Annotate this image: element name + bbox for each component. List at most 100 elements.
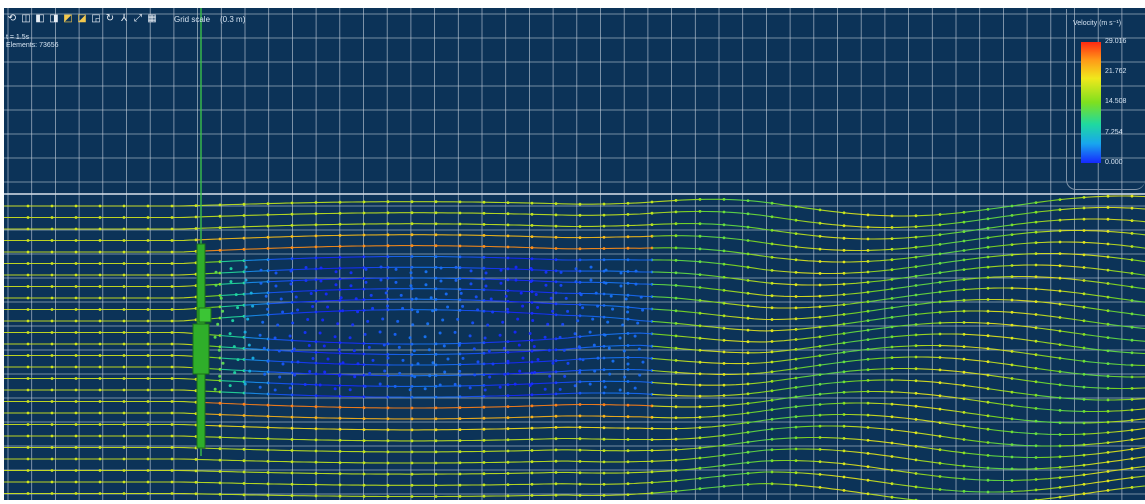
recirculation-vector (411, 323, 415, 327)
streamline-segment (843, 358, 869, 363)
view-iso-icon[interactable]: ⟲ (7, 13, 17, 24)
grid-scale-label[interactable]: Grid scale (174, 14, 211, 24)
streamline-segment (891, 429, 917, 434)
streamline-segment (987, 264, 1013, 268)
streamline-segment (747, 471, 772, 474)
recirculation-vector (231, 319, 235, 323)
streamline-segment (939, 221, 965, 226)
recirculation-vector (229, 267, 233, 271)
streamline-segment (603, 344, 629, 347)
streamline-segment (771, 471, 797, 474)
blade-model[interactable] (192, 8, 212, 456)
streamline-segment (963, 227, 989, 233)
streamline-segment (675, 247, 701, 250)
recirculation-vector (546, 322, 550, 326)
streamline-segment (1035, 456, 1061, 459)
streamline-segment (988, 490, 1013, 493)
streamline-segment (1083, 451, 1109, 456)
flow-arrow-marker (986, 226, 990, 230)
recirculation-vector (459, 291, 463, 295)
streamline-segment (459, 309, 485, 312)
recirculation-vector (281, 310, 285, 314)
streamline-segment (1083, 206, 1108, 209)
streamline-segment (651, 381, 677, 385)
streamline-segment (723, 402, 749, 407)
recirculation-vector (213, 335, 217, 339)
streamline-segment (651, 308, 677, 312)
streamline-segment (243, 414, 269, 417)
streamline-segment (243, 236, 269, 239)
streamline-segment (819, 361, 845, 366)
streamline-segment (987, 335, 1013, 339)
streamline-segment (843, 320, 869, 325)
streamline-segment (699, 274, 725, 278)
streamline-segment (172, 446, 197, 449)
streamline-segment (915, 322, 941, 326)
flow-arrow-marker (218, 248, 222, 252)
streamline-segment (291, 394, 317, 397)
streamline-segment (795, 246, 821, 250)
streamline-segment (867, 269, 893, 273)
streamline-segment (723, 422, 749, 427)
rotate-icon[interactable]: ↻ (105, 13, 115, 24)
streamline-segment (291, 235, 317, 238)
streamline-segment (675, 198, 701, 201)
recirculation-vector (394, 280, 398, 284)
streamline-segment (819, 448, 845, 452)
streamline-segment (795, 336, 821, 341)
recirculation-vector (293, 373, 297, 377)
recirculation-vector (491, 362, 495, 366)
view-right-icon[interactable]: ◩ (63, 13, 73, 24)
recirculation-vector (533, 371, 537, 375)
streamline-segment (819, 402, 845, 406)
view-left-icon[interactable]: ◨ (49, 13, 59, 24)
streamline-segment (1131, 485, 1145, 488)
streamline-segment (1083, 320, 1109, 325)
streamline-segment (219, 293, 245, 297)
recirculation-vector (243, 330, 247, 334)
streamline-segment (267, 213, 293, 216)
recirculation-vector (303, 382, 307, 386)
recirculation-vector (348, 336, 352, 340)
view-top-icon[interactable]: ◪ (77, 13, 87, 24)
streamline-segment (867, 288, 893, 293)
streamline-segment (675, 284, 701, 289)
streamline-segment (747, 239, 773, 245)
streamline-segment (1059, 444, 1085, 447)
streamline-segment (1011, 489, 1037, 493)
measure-icon[interactable]: ⤢ (134, 13, 142, 24)
streamline-segment (987, 428, 1013, 433)
streamline-segment (1107, 282, 1133, 288)
streamline-segment (172, 227, 197, 230)
view-bottom-icon[interactable]: ◲ (91, 13, 101, 24)
recirculation-vector (483, 388, 487, 392)
streamline-segment (771, 202, 797, 208)
streamline-segment (1035, 420, 1061, 424)
recirculation-vector (474, 295, 478, 299)
streamline-segment (675, 477, 701, 482)
recirculation-vector (291, 321, 295, 325)
streamline-segment (819, 473, 845, 478)
3d-viewport[interactable]: ⟲ ◫ ◧ ◨ ◩ ◪ ◲ ↻ ⅄ ⤢ ▦ Grid scale (0.3 m) t = 1.5s … (4, 8, 1145, 500)
streamline-segment (243, 471, 269, 474)
streamline-segment (844, 413, 869, 416)
streamline-segment (507, 394, 533, 397)
streamline-segment (291, 213, 317, 215)
streamline-segment (1011, 324, 1037, 329)
recirculation-vector (548, 374, 552, 378)
recirculation-vector (246, 317, 250, 321)
streamline-segment (1107, 243, 1133, 248)
axis-icon[interactable]: ⅄ (120, 13, 128, 24)
grid-icon[interactable]: ▦ (147, 13, 157, 24)
streamline-segment (651, 416, 676, 419)
recirculation-vector (386, 304, 390, 308)
streamline-segment (963, 478, 989, 481)
streamline-segment (1107, 429, 1133, 434)
recirculation-vector (529, 280, 533, 284)
streamline-segment (172, 285, 197, 288)
recirculation-vector (333, 335, 337, 339)
view-front-icon[interactable]: ◫ (21, 13, 31, 24)
streamline-segment (795, 233, 821, 237)
streamline-segment (699, 299, 725, 304)
view-back-icon[interactable]: ◧ (35, 13, 45, 24)
